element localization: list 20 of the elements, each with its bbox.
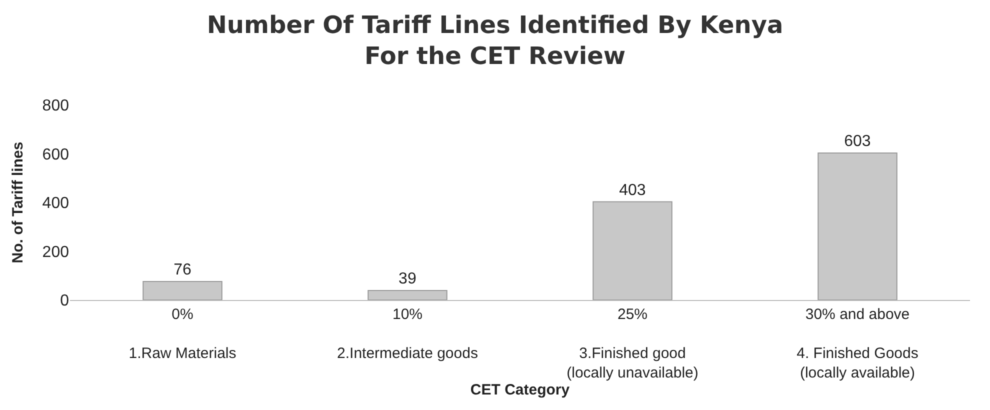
y-tick-label: 600 bbox=[42, 146, 70, 164]
bar bbox=[368, 290, 448, 300]
bar bbox=[142, 280, 222, 300]
y-tick-label: 0 bbox=[60, 292, 70, 310]
bar bbox=[818, 152, 898, 300]
x-axis-title: CET Category bbox=[470, 382, 570, 398]
data-label: 39 bbox=[398, 270, 416, 288]
data-label: 403 bbox=[619, 182, 646, 199]
category-label: 10% 2.Intermediate goods bbox=[337, 306, 478, 362]
y-tick-label: 200 bbox=[42, 244, 70, 261]
y-tick-label: 800 bbox=[42, 98, 70, 115]
category-label: 25% 3.Finished good (locally unavailable) bbox=[566, 306, 698, 382]
y-tick-label: 400 bbox=[42, 195, 70, 212]
data-label: 76 bbox=[174, 261, 192, 278]
category-label: 0% 1.Raw Materials bbox=[128, 306, 236, 362]
y-axis-title: No. of Tariff lines bbox=[10, 142, 27, 264]
chart-title: Number Of Tariff Lines Identified By Kenya For the CET Review bbox=[206, 10, 784, 70]
data-label: 603 bbox=[844, 133, 871, 150]
bar bbox=[592, 201, 672, 300]
category-label: 30% and above 4. Finished Goods (locally available) bbox=[796, 306, 918, 382]
